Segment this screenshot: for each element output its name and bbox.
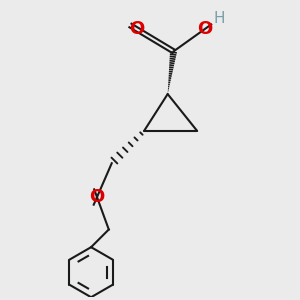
Text: O: O (129, 20, 144, 38)
Text: H: H (213, 11, 225, 26)
Text: O: O (89, 188, 105, 206)
Text: O: O (197, 20, 212, 38)
